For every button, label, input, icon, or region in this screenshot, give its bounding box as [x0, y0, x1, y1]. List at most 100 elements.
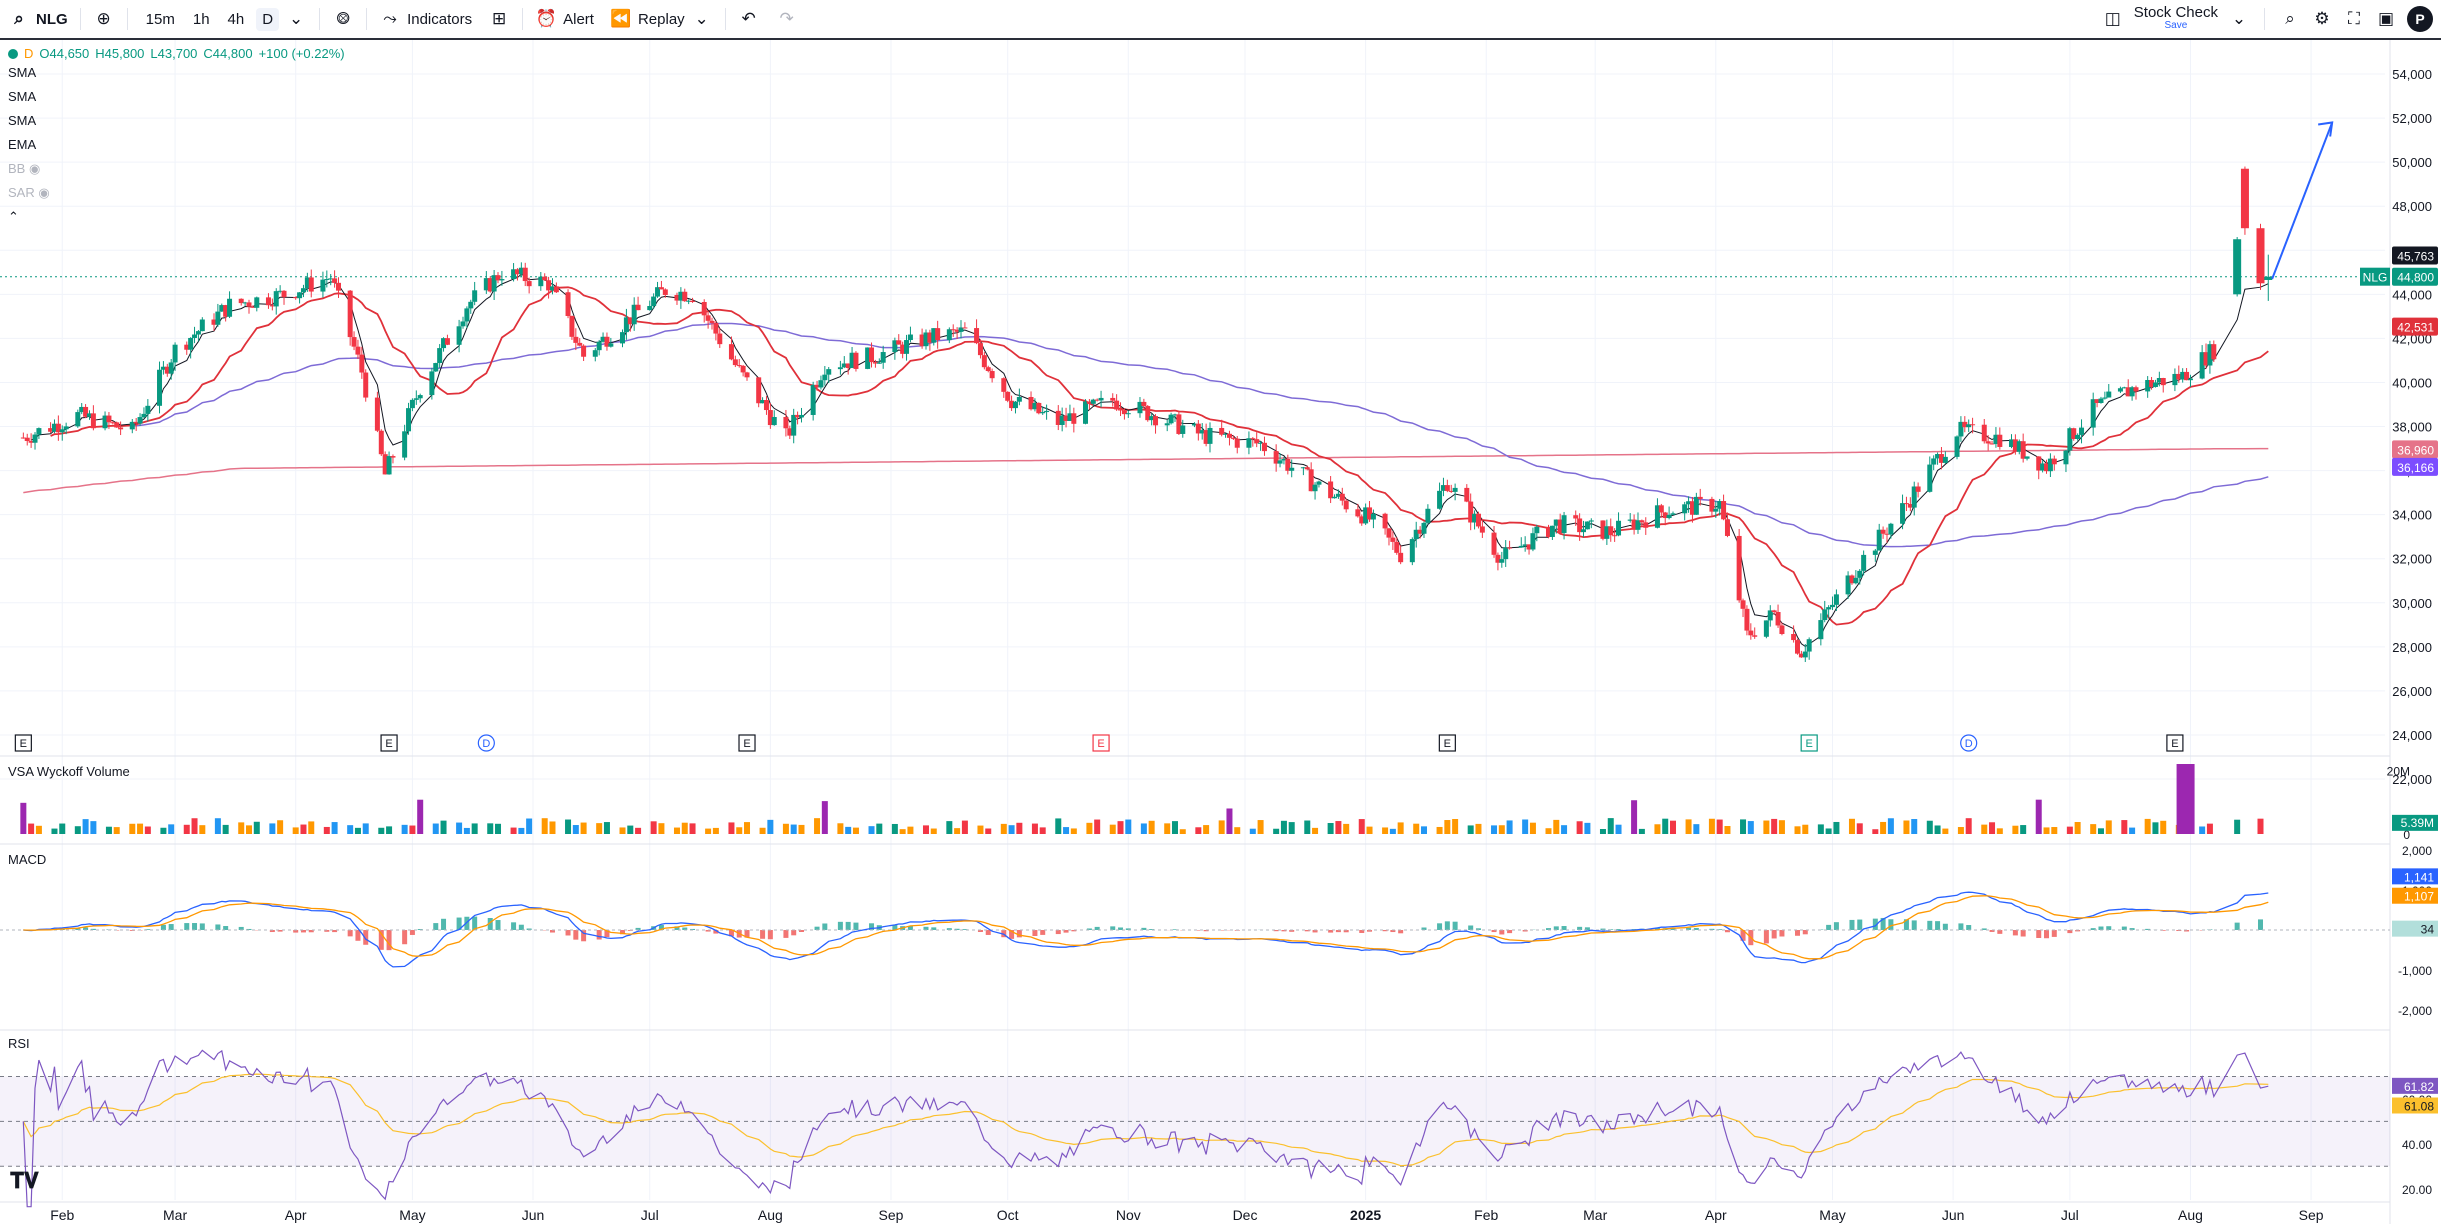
volume-bar: [183, 824, 190, 834]
trend-arrow[interactable]: [2271, 121, 2334, 280]
replay-button[interactable]: ⏪ Replay ⌄: [602, 0, 721, 38]
tradingview-logo[interactable]: 𝐓𝐕: [10, 1168, 39, 1193]
candle-body: [904, 340, 910, 354]
candle-body: [1067, 413, 1073, 421]
volume-bar: [1848, 818, 1855, 834]
candle-body: [756, 377, 762, 404]
layout-name[interactable]: Stock Check Save: [2134, 5, 2218, 32]
event-marker-label: E: [20, 738, 27, 750]
candle-body: [1125, 413, 1131, 415]
candle-body: [1281, 458, 1287, 461]
candle-body: [2067, 428, 2073, 451]
chevron-down-icon[interactable]: ⌄: [288, 9, 304, 28]
indicator-sar[interactable]: SAR ◉: [8, 181, 345, 205]
chevron-down-icon[interactable]: ⌄: [2231, 9, 2247, 28]
volume-bar: [1553, 819, 1560, 834]
volume-bar: [635, 827, 642, 834]
volume-bar: [1070, 828, 1077, 834]
macd-hist-bar: [798, 930, 804, 932]
timeframe-d[interactable]: D: [256, 7, 280, 31]
sar-label: SAR: [8, 185, 35, 200]
macd-hist-bar: [931, 927, 937, 930]
candle-body: [79, 406, 85, 413]
collapse-legend-button[interactable]: ⌃: [8, 205, 345, 229]
indicator-sma-2[interactable]: SMA: [8, 89, 37, 104]
candle-body: [1884, 533, 1890, 535]
macd-hist-bar: [1654, 928, 1660, 930]
candle-body: [2129, 387, 2135, 397]
volume-bar: [2129, 827, 2136, 834]
volume-bar: [1475, 823, 1482, 834]
volume-bar: [2043, 827, 2050, 834]
volume-bar: [510, 827, 517, 834]
symbol-label: NLG: [36, 10, 68, 28]
volume-bar: [137, 823, 144, 834]
camera-icon[interactable]: ▣: [2377, 9, 2395, 28]
rewind-icon: ⏪: [610, 9, 632, 28]
layout-columns-icon[interactable]: ◫: [2104, 9, 2121, 28]
macd-hist-bar: [705, 930, 711, 932]
compare-button[interactable]: ⊕: [85, 0, 123, 38]
candle-body: [433, 363, 439, 372]
candle-body: [250, 306, 256, 308]
indicator-sma-3[interactable]: SMA: [8, 113, 37, 128]
redo-button[interactable]: ↷: [768, 0, 806, 38]
macd-hist-bar: [1304, 930, 1310, 932]
volume-bar: [160, 827, 167, 834]
event-marker-label: E: [1806, 738, 1813, 750]
candle-body: [1164, 423, 1170, 426]
candle-body: [1748, 630, 1754, 636]
volume-bar: [814, 818, 821, 834]
macd-hist-bar: [1927, 920, 1933, 930]
price-tick-label: 28,000: [2392, 640, 2432, 655]
earnings-marker: [380, 734, 398, 752]
avatar[interactable]: P: [2407, 6, 2433, 32]
quick-search-icon[interactable]: ⌕: [2285, 9, 2295, 28]
chevron-down-icon[interactable]: ⌄: [694, 9, 709, 28]
volume-bar: [1335, 821, 1342, 834]
templates-button[interactable]: ⊞: [480, 0, 518, 38]
candle-body: [1149, 416, 1155, 421]
indicator-ema[interactable]: EMA: [8, 137, 37, 152]
volume-bar: [954, 828, 961, 834]
fullscreen-icon[interactable]: ⛶: [2348, 9, 2360, 28]
candle-body: [20, 437, 26, 439]
chart-type-button[interactable]: ⨷: [324, 0, 362, 38]
volume-bar: [90, 821, 97, 834]
undo-button[interactable]: ↶: [730, 0, 768, 38]
eye-hidden-icon[interactable]: ◉: [28, 161, 41, 176]
macd-hist-bar: [596, 930, 602, 940]
indicators-button[interactable]: ⤳ Indicators: [371, 0, 480, 38]
candle-body: [1495, 554, 1501, 563]
volume-bar: [580, 822, 587, 834]
candle-body: [927, 332, 933, 343]
candle-body: [1308, 469, 1314, 492]
settings-gear-icon[interactable]: ⚙: [2314, 9, 2330, 28]
candle-body: [662, 289, 668, 295]
timeframe-15m[interactable]: 15m: [145, 10, 175, 28]
candle-body: [238, 298, 244, 304]
timeframe-1h[interactable]: 1h: [192, 10, 210, 28]
symbol-search[interactable]: ⌕ NLG: [0, 0, 76, 38]
volume-tick-label: 20M: [2387, 764, 2410, 778]
macd-label-text: 34: [2421, 923, 2435, 937]
timeframe-4h[interactable]: 4h: [227, 10, 245, 28]
volume-bar: [712, 827, 719, 834]
indicator-bb[interactable]: BB ◉: [8, 157, 345, 181]
candle-body: [1479, 526, 1485, 533]
candle-body: [1522, 544, 1528, 546]
macd-hist-bar: [2051, 930, 2057, 937]
indicator-sma-1[interactable]: SMA: [8, 65, 37, 80]
open-value: O44,650: [39, 46, 90, 61]
candle-body: [1600, 520, 1606, 539]
candle-body: [1545, 526, 1551, 537]
eye-hidden-icon[interactable]: ◉: [38, 185, 50, 200]
candle-body: [2040, 463, 2046, 471]
candle-body: [413, 398, 419, 400]
time-axis[interactable]: Feb Mar Apr May Jun Jul Aug Sep Oct Nov Dec 2025 Feb…: [50, 1207, 2324, 1223]
price-axis[interactable]: 54,00052,00050,00048,00046,00044,00042,0…: [2387, 67, 2433, 1197]
alert-button[interactable]: ⏰ Alert: [527, 0, 602, 38]
candle-body: [869, 347, 875, 363]
earnings-marker: [14, 734, 32, 752]
